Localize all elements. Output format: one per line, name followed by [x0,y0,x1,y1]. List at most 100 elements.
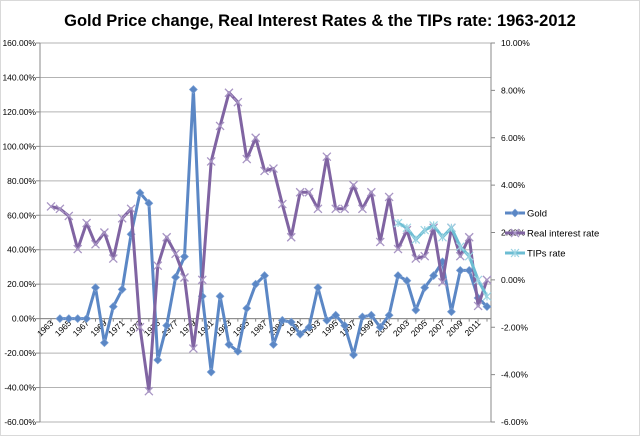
left-axis-tick-label: 120.00% [2,107,36,117]
data-point [135,322,145,332]
data-point [126,204,136,214]
series-real-interest-rate [46,88,492,396]
data-point [91,283,100,293]
data-point [420,225,430,235]
right-axis-tick-label: 10.00% [501,38,530,48]
series-group [46,85,492,396]
data-point [455,242,465,252]
right-axis-tick-label: -4.00% [501,370,528,380]
data-point [464,232,474,242]
data-point [473,301,483,311]
left-axis-tick-label: 20.00% [7,279,36,289]
data-point [144,198,154,208]
data-point [349,180,358,190]
data-point [144,386,154,396]
data-point [162,232,172,242]
data-point [455,251,465,261]
data-point [55,204,65,214]
data-point [73,244,83,254]
data-point [260,166,270,176]
data-point [224,340,234,349]
data-point [304,322,314,332]
data-point [455,265,465,275]
data-point [375,322,385,332]
data-point [473,275,483,285]
data-point [91,239,100,249]
right-axis-tick-label: 6.00% [501,133,526,143]
data-point [366,187,376,197]
data-point [224,88,234,98]
data-point [82,218,92,228]
data-point [242,303,252,313]
data-point [286,317,296,327]
data-point [242,154,252,164]
legend-item: Gold [505,209,547,220]
legend: Gold Real interest rate TIPs rate [505,209,599,260]
data-point [482,302,492,312]
data-point [206,367,216,377]
data-point [331,310,341,320]
data-point [180,252,189,262]
legend-item: TIPs rate [505,249,566,260]
series-gold [55,85,492,377]
legend-item: Real interest rate [505,229,599,240]
data-point [206,156,216,166]
data-point [429,220,439,230]
data-point [162,321,172,330]
data-point [269,340,278,349]
data-point [340,321,350,330]
data-point [295,187,305,197]
data-point [482,275,492,285]
data-point [117,213,127,223]
data-point [251,279,261,289]
right-axis-tick-label: 4.00% [501,180,526,190]
left-axis-tick-label: -40.00% [4,383,36,393]
data-point [420,251,430,261]
data-point [349,350,358,360]
data-point [286,232,296,242]
data-point [99,228,109,237]
data-point [251,133,261,143]
data-point [384,310,394,320]
data-point [108,302,118,312]
left-axis-tick-label: 40.00% [7,245,36,255]
data-point [153,355,163,365]
data-point [358,312,367,322]
data-point [438,277,447,287]
data-point [393,271,403,280]
data-point [233,346,243,356]
data-point [366,310,376,320]
data-point [411,254,421,264]
data-point [46,201,56,211]
data-point [420,283,430,293]
data-point [99,338,109,348]
legend-marker [510,228,520,238]
left-axis-tick-label: 60.00% [7,210,36,220]
data-point [188,344,198,354]
right-axis-tick-label: 0.00% [501,275,526,285]
data-point [277,199,287,209]
data-point [153,261,163,271]
data-point [482,292,492,301]
legend-marker [510,208,520,218]
data-point [304,187,314,197]
legend-label: Gold [527,209,547,220]
left-axis-tick-label: 140.00% [2,72,36,82]
data-point [55,314,65,324]
left-axis-tick-label: -20.00% [4,348,36,358]
gridlines [40,42,491,423]
data-point [402,223,412,233]
data-point [260,271,269,280]
data-point [411,235,421,245]
data-point [215,121,225,131]
chart-title: Gold Price change, Real Interest Rates &… [64,12,576,30]
legend-marker [510,248,520,258]
left-axis-tick-label: 80.00% [7,176,36,186]
data-point [64,314,74,324]
data-point [384,192,394,202]
data-point [322,152,332,162]
data-point [402,276,412,286]
data-point [197,275,207,285]
